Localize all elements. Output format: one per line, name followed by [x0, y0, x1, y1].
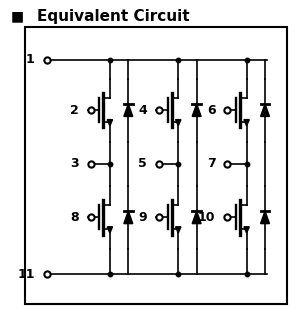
Text: ■: ■: [10, 9, 23, 23]
Text: Equivalent Circuit: Equivalent Circuit: [37, 9, 190, 24]
Polygon shape: [176, 227, 181, 233]
Polygon shape: [107, 120, 112, 126]
Text: 4: 4: [138, 104, 147, 117]
Text: 6: 6: [207, 104, 215, 117]
Text: 10: 10: [198, 211, 215, 224]
Polygon shape: [261, 104, 269, 116]
Text: 7: 7: [207, 157, 215, 170]
Polygon shape: [107, 227, 112, 233]
Polygon shape: [244, 227, 249, 233]
Polygon shape: [192, 211, 201, 224]
Text: 9: 9: [138, 211, 147, 224]
Text: 5: 5: [138, 157, 147, 170]
Text: 3: 3: [70, 157, 79, 170]
Polygon shape: [244, 120, 249, 126]
Text: 2: 2: [70, 104, 79, 117]
Text: 8: 8: [70, 211, 79, 224]
Text: 1: 1: [25, 53, 34, 66]
FancyBboxPatch shape: [25, 27, 287, 304]
Polygon shape: [124, 104, 133, 116]
Polygon shape: [192, 104, 201, 116]
Polygon shape: [176, 120, 181, 126]
Polygon shape: [261, 211, 269, 224]
Text: 11: 11: [18, 267, 35, 280]
Polygon shape: [124, 211, 133, 224]
